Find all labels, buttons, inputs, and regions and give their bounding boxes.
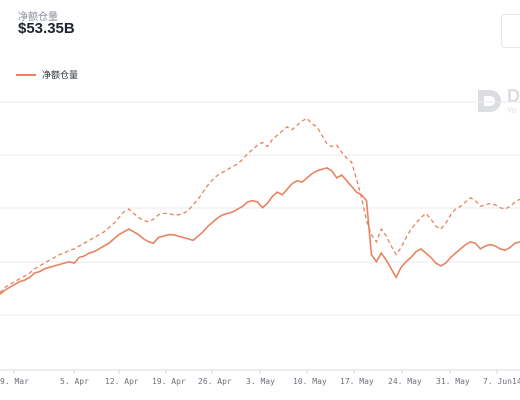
x-axis-ticks: 9. Mar 5. Apr 12. Apr 19. Apr 26. Apr 3. May 1… [0, 370, 520, 386]
x-tick-label: 12. Apr [105, 377, 139, 386]
grid-lines [0, 101, 520, 316]
watermark-logo: D Yo [474, 86, 520, 116]
watermark-sub: Yo [507, 106, 517, 115]
legend[interactable]: 净额仓量 [16, 68, 78, 81]
series-line [0, 167, 520, 295]
x-tick-label: 26. Apr [198, 377, 232, 386]
x-tick-label: 24. May [388, 377, 422, 386]
x-tick-label: 7. Jun [483, 377, 512, 386]
x-tick-label: 5. Apr [60, 377, 89, 386]
legend-label: 净额仓量 [42, 70, 79, 80]
corner-control[interactable] [501, 14, 520, 48]
series-line-dashed [0, 117, 520, 294]
x-tick-label: 17. May [340, 377, 374, 386]
metric-label: 净额仓量 [18, 12, 58, 23]
x-tick-label: 9. Mar [0, 377, 29, 386]
watermark-letter: D [507, 86, 520, 106]
legend-swatch [16, 73, 36, 76]
logo-icon [478, 90, 501, 112]
x-tick-label: 19. Apr [152, 377, 186, 386]
x-tick-label: 10. May [293, 377, 327, 386]
metric-value: $53.35B [18, 20, 75, 37]
x-tick-label: 3. May [246, 377, 275, 386]
x-tick-label: 31. May [436, 377, 470, 386]
x-tick-label: 14 [512, 377, 520, 386]
